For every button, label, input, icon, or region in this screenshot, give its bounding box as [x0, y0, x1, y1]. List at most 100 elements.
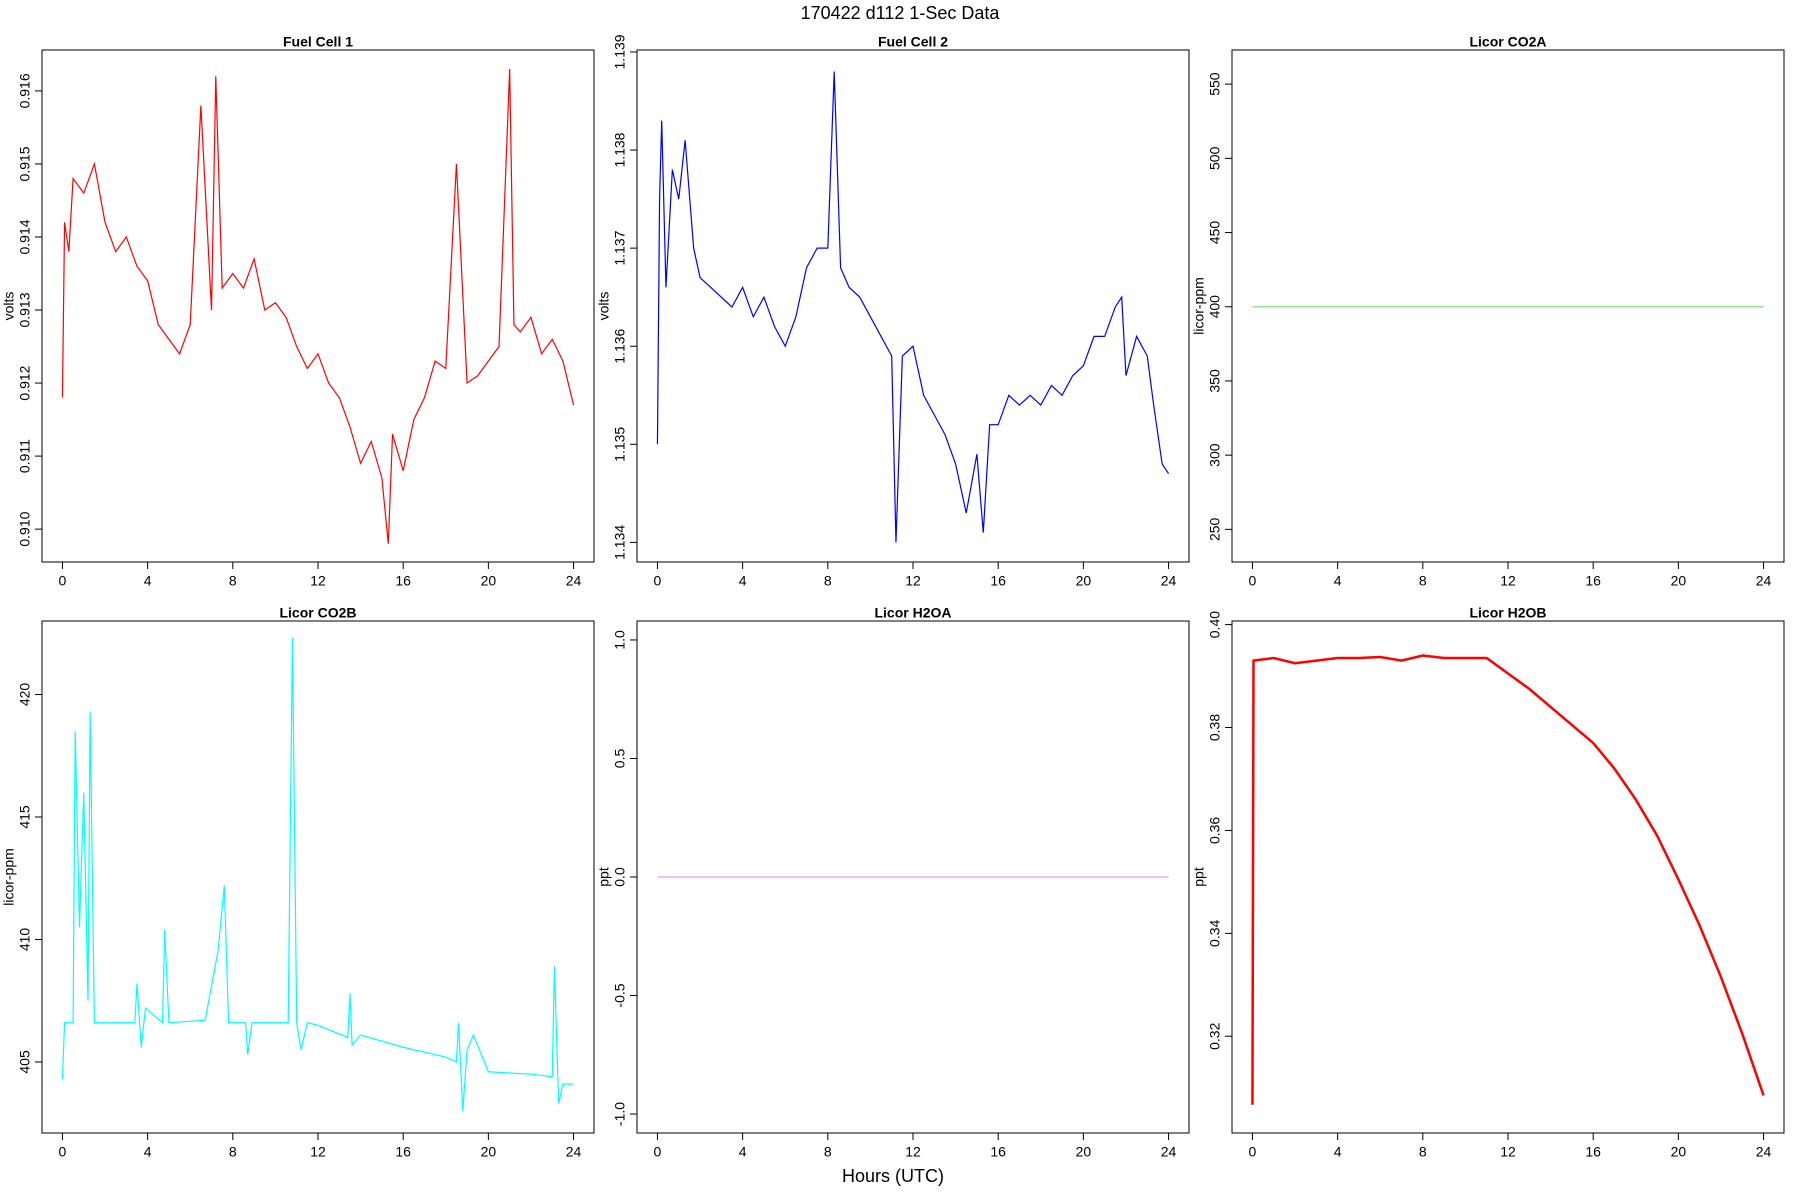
panel: Licor CO2B licor-ppm 0 4 8 12 16 20 24 405 410 415 4…: [1, 605, 595, 1160]
plot-area: [656, 71, 1170, 543]
panel-title: Licor H2OA: [874, 605, 951, 621]
x-tick-label: 4: [1334, 573, 1342, 589]
panel-title: Licor CO2A: [1469, 34, 1546, 50]
x-tick-label: 4: [144, 1144, 152, 1160]
x-tick-label: 24: [1756, 1144, 1772, 1160]
y-tick-label: 550: [1207, 72, 1223, 96]
x-tick-label: 16: [990, 1144, 1006, 1160]
x-tick-label: 8: [824, 573, 832, 589]
panel: Fuel Cell 2 volts 0 4 8 12 16 20 24 1.134 1.135 1.1…: [596, 34, 1190, 589]
x-tick-label: 20: [1671, 1144, 1687, 1160]
x-tick-label: 24: [1161, 573, 1177, 589]
x-tick-label: 20: [481, 1144, 497, 1160]
data-line: [656, 71, 1170, 543]
x-tick-label: 20: [481, 573, 497, 589]
x-tick-label: 12: [905, 573, 921, 589]
x-tick-label: 8: [229, 1144, 237, 1160]
y-axis-label: volts: [1, 292, 17, 321]
y-tick-label: 0.32: [1207, 1022, 1223, 1049]
x-tick-label: 0: [654, 573, 662, 589]
y-tick-label: -0.5: [612, 983, 628, 1007]
x-axis-label: Hours (UTC): [842, 1166, 944, 1186]
x-tick-label: 16: [1585, 573, 1601, 589]
panel: Licor H2OB ppt 0 4 8 12 16 20 24 0.32 0.34 0.36 0.38…: [1191, 605, 1785, 1160]
x-tick-label: 4: [144, 573, 152, 589]
y-tick-label: 0.915: [17, 146, 33, 181]
y-tick-label: 0.38: [1207, 714, 1223, 741]
y-tick-label: 0.911: [17, 439, 33, 473]
panel-title: Licor CO2B: [279, 605, 356, 621]
x-tick-label: 4: [739, 573, 747, 589]
x-tick-label: 4: [739, 1144, 747, 1160]
y-tick-label: 250: [1207, 517, 1223, 541]
panel: Licor CO2A licor-ppm 0 4 8 12 16 20 24 250 300 350 4…: [1191, 34, 1785, 589]
x-tick-label: 12: [1500, 1144, 1516, 1160]
plot-area: [61, 68, 575, 544]
y-tick-label: 0.912: [17, 365, 33, 400]
x-tick-label: 24: [566, 573, 582, 589]
x-tick-label: 0: [1249, 573, 1257, 589]
x-tick-label: 4: [1334, 1144, 1342, 1160]
y-tick-label: 0.36: [1207, 817, 1223, 844]
x-tick-label: 16: [395, 1144, 411, 1160]
x-tick-label: 0: [59, 1144, 67, 1160]
x-tick-label: 0: [654, 1144, 662, 1160]
y-tick-label: 450: [1207, 221, 1223, 245]
y-tick-label: 0.5: [612, 749, 628, 769]
x-tick-label: 20: [1076, 1144, 1092, 1160]
panel-title: Fuel Cell 1: [283, 34, 353, 50]
y-tick-label: 410: [17, 928, 33, 952]
y-tick-label: 350: [1207, 369, 1223, 393]
plot-area: [1251, 654, 1765, 1105]
x-tick-label: 8: [1419, 573, 1427, 589]
x-tick-label: 24: [1756, 573, 1772, 589]
y-tick-label: 0.34: [1207, 920, 1223, 947]
x-tick-label: 12: [310, 573, 326, 589]
data-line: [61, 638, 574, 1111]
y-tick-label: 1.138: [612, 132, 628, 167]
data-line: [1251, 654, 1765, 1105]
y-tick-label: 300: [1207, 443, 1223, 467]
y-tick-label: 1.139: [612, 34, 628, 69]
y-tick-label: 0.0: [612, 867, 628, 887]
figure-title: 170422 d112 1-Sec Data: [801, 3, 1001, 23]
x-tick-label: 20: [1076, 573, 1092, 589]
y-axis-label: ppt: [596, 867, 612, 887]
x-tick-label: 12: [1500, 573, 1516, 589]
panel-title: Fuel Cell 2: [878, 34, 948, 50]
y-tick-label: 0.913: [17, 292, 33, 327]
y-tick-label: 420: [17, 683, 33, 707]
y-tick-label: 1.136: [612, 328, 628, 363]
x-tick-label: 24: [566, 1144, 582, 1160]
y-tick-label: 1.137: [612, 230, 628, 265]
x-tick-label: 0: [1249, 1144, 1257, 1160]
y-axis-label: volts: [596, 292, 612, 321]
y-axis-label: licor-ppm: [1191, 277, 1207, 335]
x-tick-label: 8: [824, 1144, 832, 1160]
x-tick-label: 8: [229, 573, 237, 589]
y-axis-label: ppt: [1191, 867, 1207, 887]
y-tick-label: 0.916: [17, 73, 33, 108]
x-tick-label: 16: [1585, 1144, 1601, 1160]
x-tick-label: 24: [1161, 1144, 1177, 1160]
x-tick-label: 8: [1419, 1144, 1427, 1160]
y-tick-label: 0.914: [17, 219, 33, 254]
y-tick-label: 405: [17, 1050, 33, 1074]
y-tick-label: -1.0: [612, 1102, 628, 1126]
y-tick-label: 500: [1207, 146, 1223, 170]
y-tick-label: 0.910: [17, 511, 33, 546]
x-tick-label: 20: [1671, 573, 1687, 589]
y-tick-label: 1.134: [612, 525, 628, 560]
x-tick-label: 12: [310, 1144, 326, 1160]
x-tick-label: 16: [395, 573, 411, 589]
y-tick-label: 400: [1207, 295, 1223, 319]
y-tick-label: 1.135: [612, 427, 628, 462]
y-tick-label: 0.40: [1207, 611, 1223, 638]
plot-area: [61, 638, 574, 1111]
data-line: [61, 68, 575, 544]
panel: Licor H2OA ppt 0 4 8 12 16 20 24 -1.0 -0.5 0.0 0.5 1.…: [596, 605, 1190, 1160]
x-tick-label: 16: [990, 573, 1006, 589]
y-tick-label: 415: [17, 805, 33, 829]
